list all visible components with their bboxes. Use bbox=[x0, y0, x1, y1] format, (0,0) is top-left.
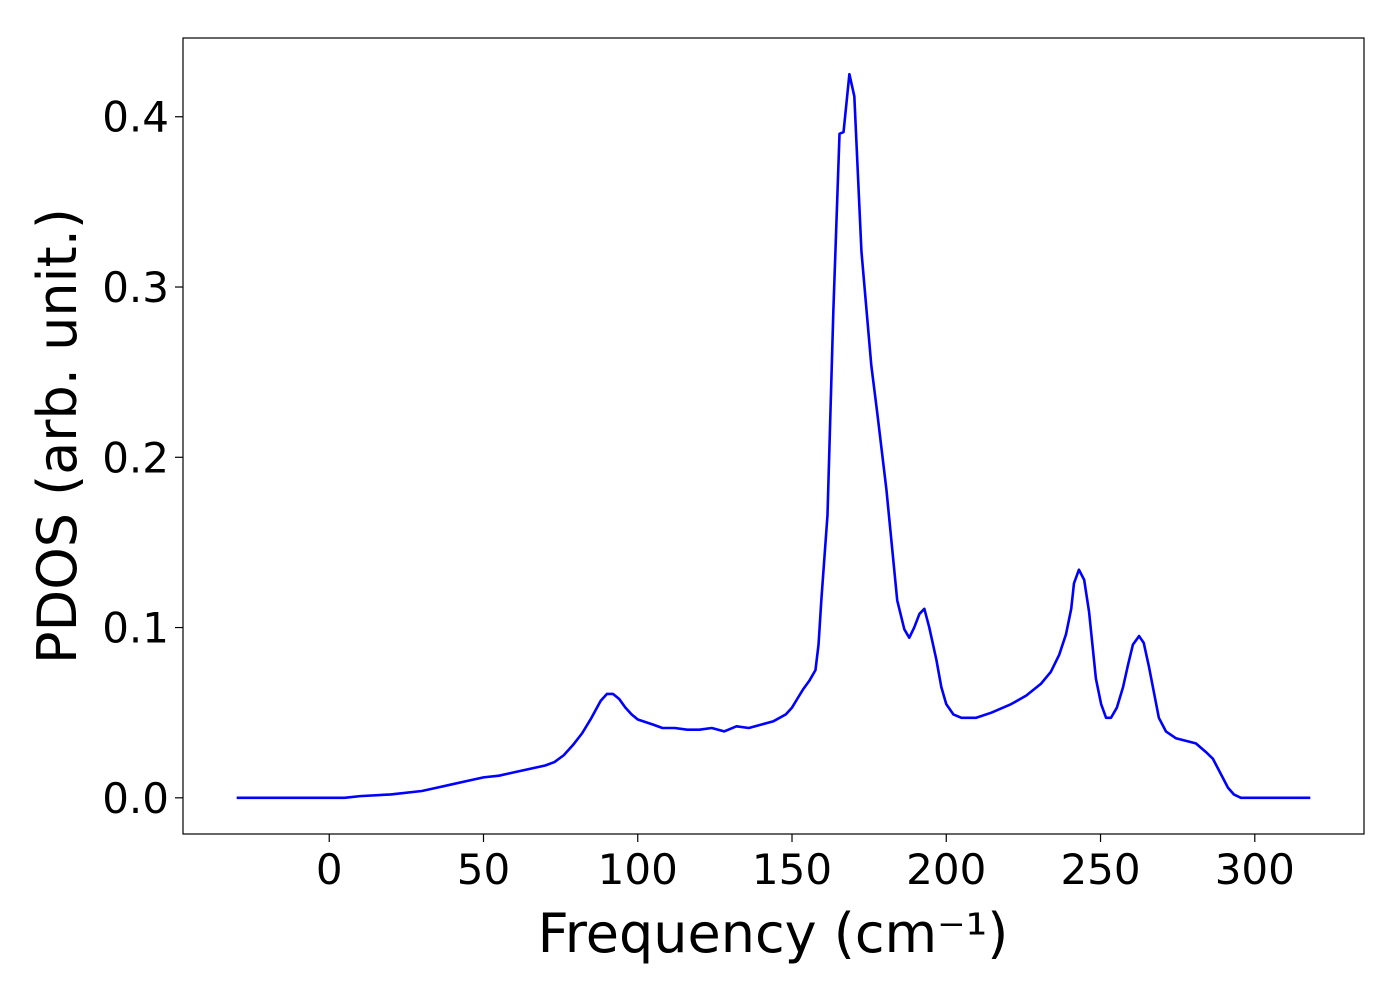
x-tick-label: 150 bbox=[752, 845, 832, 894]
x-tick-label: 0 bbox=[316, 845, 343, 894]
x-axis-label: Frequency (cm⁻¹) bbox=[538, 902, 1009, 965]
y-tick-label: 0.1 bbox=[102, 604, 169, 653]
x-tick-label: 100 bbox=[598, 845, 678, 894]
x-tick-label: 50 bbox=[457, 845, 510, 894]
x-tick-label: 200 bbox=[906, 845, 986, 894]
y-tick-label: 0.2 bbox=[102, 433, 169, 482]
y-axis-label: PDOS (arb. unit.) bbox=[26, 208, 89, 664]
y-tick-label: 0.4 bbox=[102, 93, 169, 142]
plot-frame bbox=[182, 37, 1365, 835]
x-tick-label: 300 bbox=[1215, 845, 1295, 894]
x-tick-label: 250 bbox=[1060, 845, 1140, 894]
y-tick-label: 0.3 bbox=[102, 263, 169, 312]
line-series bbox=[236, 72, 1311, 800]
y-tick-label: 0.0 bbox=[102, 774, 169, 823]
